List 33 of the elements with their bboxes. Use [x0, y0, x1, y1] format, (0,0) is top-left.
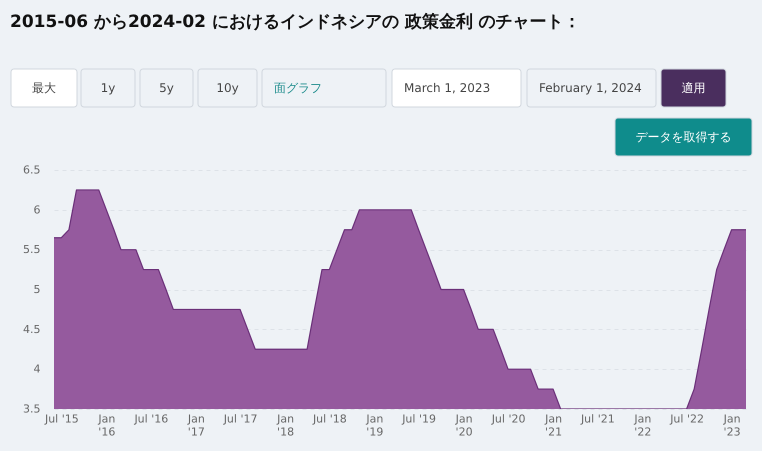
x-tick-label: Jul '22	[669, 412, 704, 426]
text: 適用	[682, 81, 706, 95]
x-tick-label: Jul '17	[222, 412, 258, 426]
x-tick-label: Jul '16	[133, 412, 168, 426]
x-tick-label: Jul '19	[401, 412, 436, 426]
x-tick-label: Jan '18	[276, 412, 294, 438]
text: 5y	[159, 81, 174, 95]
x-tick-label: Jan '20	[454, 412, 473, 438]
x-tick-label: Jan '19	[365, 412, 384, 438]
x-tick-label: Jan '16	[97, 412, 116, 438]
text: 1y	[100, 81, 116, 95]
x-tick-label: Jul '15	[44, 412, 79, 426]
x-tick-label: Jul '21	[580, 412, 615, 426]
text: 最大	[32, 81, 56, 95]
x-tick-label: Jul '18	[312, 412, 347, 426]
x-tick-label: Jan '21	[544, 412, 562, 438]
x-tick-label: Jul '20	[490, 412, 526, 426]
x-tick-label: Jan '22	[633, 412, 652, 438]
y-tick-label: 5.5	[23, 243, 40, 256]
y-tick-label: 4	[34, 362, 40, 376]
text: 10y	[216, 81, 239, 95]
y-tick-label: 6.5	[23, 164, 40, 176]
text: データを取得する	[636, 130, 732, 144]
x-tick-label: Jan '17	[186, 412, 205, 438]
text: March 1, 2023	[404, 81, 490, 95]
text: February 1, 2024	[539, 81, 642, 95]
x-tick-label: Jan '23	[722, 412, 741, 438]
y-tick-label: 6	[34, 203, 40, 216]
y-tick-label: 4.5	[23, 322, 40, 336]
chart-title: 2015-06 から2024-02 におけるインドネシアの 政策金利 のチャート：	[10, 12, 581, 32]
y-tick-label: 3.5	[23, 402, 40, 416]
text: 面グラフ	[274, 81, 322, 95]
y-tick-label: 5	[34, 283, 40, 296]
